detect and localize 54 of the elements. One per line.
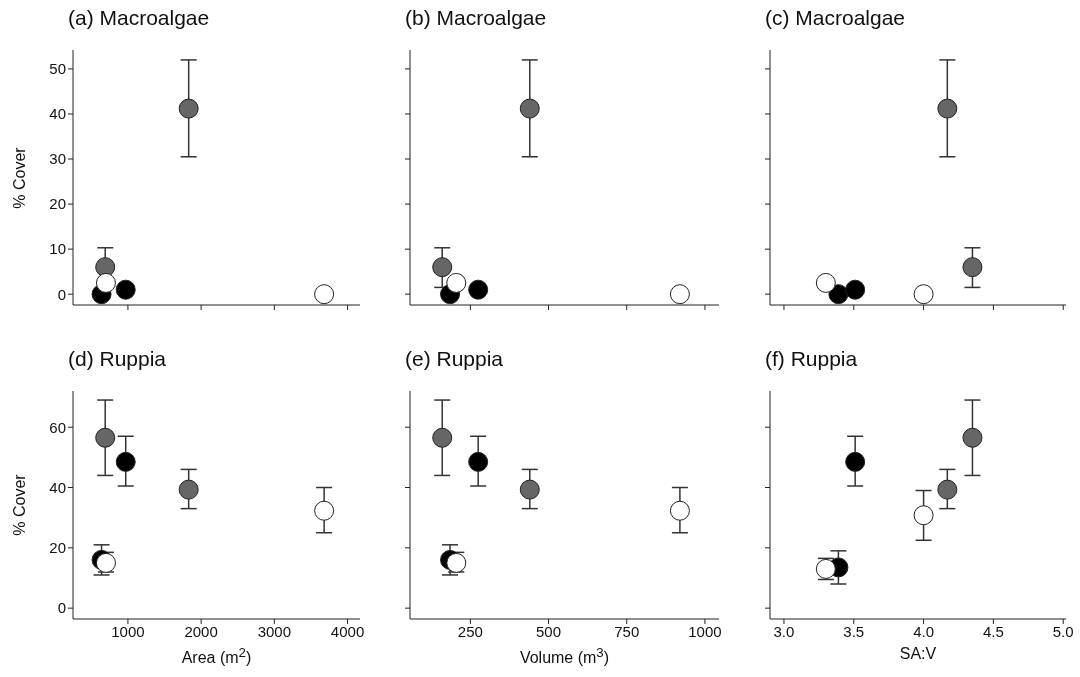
point bbox=[115, 279, 136, 300]
x-tick-label: 2000 bbox=[184, 622, 218, 640]
point bbox=[95, 427, 116, 448]
point bbox=[913, 505, 934, 526]
y-tick-label: 30 bbox=[49, 150, 66, 168]
point bbox=[178, 98, 199, 119]
point bbox=[446, 272, 467, 293]
y-tick-label: 0 bbox=[57, 285, 66, 303]
y-tick-label: 40 bbox=[49, 105, 66, 123]
x-axis-title: Volume (m$^{3}$) bbox=[518, 645, 611, 668]
chart-title: (a) Macroalgae bbox=[68, 6, 210, 30]
x-tick-label: 4.5 bbox=[982, 622, 1004, 640]
y-tick-label: 10 bbox=[49, 240, 66, 258]
y-tick-label: 60 bbox=[49, 418, 66, 436]
x-tick-label: 250 bbox=[457, 622, 483, 640]
chart-title: (e) Ruppia bbox=[405, 347, 504, 371]
point bbox=[95, 272, 116, 293]
point bbox=[519, 479, 540, 500]
x-tick-label: 500 bbox=[536, 622, 562, 640]
y-axis-title: % Cover bbox=[11, 146, 29, 209]
x-axis-title: SA:V bbox=[898, 645, 938, 663]
chart-title: (d) Ruppia bbox=[68, 347, 167, 371]
point bbox=[962, 257, 983, 278]
y-tick-label: 20 bbox=[49, 195, 66, 213]
point bbox=[519, 98, 540, 119]
point bbox=[468, 451, 489, 472]
x-tick-label: 3000 bbox=[257, 622, 292, 640]
point bbox=[115, 451, 136, 472]
point bbox=[468, 279, 489, 300]
x-tick-label: 1000 bbox=[688, 622, 722, 640]
y-tick-label: 20 bbox=[49, 539, 66, 557]
point bbox=[962, 427, 983, 448]
x-tick-label: 3.5 bbox=[843, 622, 865, 640]
point bbox=[178, 479, 199, 500]
point bbox=[845, 279, 866, 300]
x-axis-title: Area (m$^{2}$) bbox=[180, 645, 253, 668]
x-tick-label: 3.0 bbox=[773, 622, 795, 640]
chart-title: (c) Macroalgae bbox=[765, 6, 906, 30]
x-tick-label: 4000 bbox=[330, 622, 365, 640]
x-tick-label: 750 bbox=[614, 622, 640, 640]
y-tick-label: 0 bbox=[57, 599, 66, 617]
chart-title: (b) Macroalgae bbox=[405, 6, 547, 30]
y-axis-title: % Cover bbox=[11, 474, 29, 536]
point bbox=[845, 451, 866, 472]
chart-title: (f) Ruppia bbox=[765, 347, 858, 371]
x-tick-label: 5.0 bbox=[1052, 622, 1074, 640]
x-tick-label: 1000 bbox=[111, 622, 145, 640]
y-tick-label: 50 bbox=[49, 60, 66, 78]
point bbox=[937, 479, 958, 500]
x-tick-label: 4.0 bbox=[913, 622, 935, 640]
y-tick-label: 40 bbox=[49, 478, 66, 496]
point bbox=[432, 427, 453, 448]
point bbox=[937, 98, 958, 119]
point bbox=[432, 257, 453, 278]
